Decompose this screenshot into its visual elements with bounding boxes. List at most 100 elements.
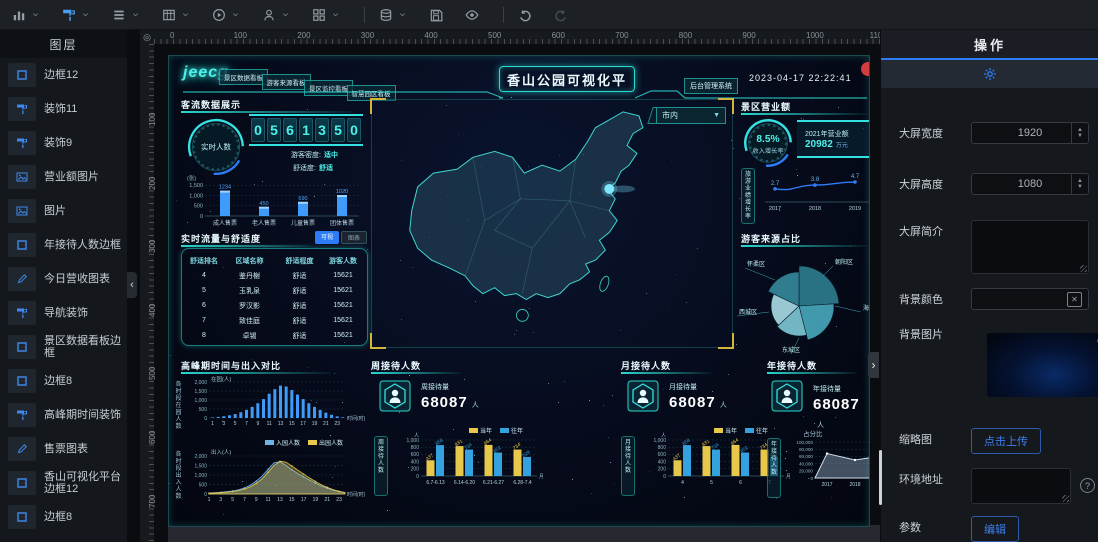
layer-item[interactable]: 年接待人数边框	[0, 228, 127, 262]
dashboard-artboard[interactable]: jeecg 景区数据看板 游客来源看板 景区监控看板 智慧园区看板 香山公园可视化平 …	[168, 55, 870, 527]
corner-accent	[370, 333, 386, 349]
resize-grip[interactable]	[1062, 495, 1069, 502]
undo-button[interactable]	[518, 8, 532, 22]
layer-item[interactable]: 营业额图片	[0, 160, 127, 194]
width-input[interactable]: 1920 ▲ ▼	[971, 122, 1089, 144]
resize-grip[interactable]	[1080, 265, 1087, 272]
panel-scrollbar-thumb[interactable]	[879, 450, 882, 505]
width-stepper[interactable]: ▲ ▼	[1071, 123, 1088, 143]
cell: 5	[202, 287, 206, 294]
table-row[interactable]: 6 罗汉影 舒适 15621	[186, 298, 363, 313]
preview-eye-button[interactable]	[465, 8, 479, 22]
cell: 罗汉影	[239, 302, 260, 310]
flow-view-switch: 可视 图表	[315, 231, 368, 244]
svg-text:0: 0	[810, 476, 813, 481]
svg-text:19: 19	[313, 497, 319, 503]
svg-text:7: 7	[243, 497, 246, 503]
bar-chart-button[interactable]	[12, 6, 40, 24]
design-canvas[interactable]: ◎ 010020030040050060070080090010001100 1…	[127, 30, 880, 542]
env-url-textarea[interactable]	[971, 468, 1071, 504]
svg-text:0: 0	[204, 492, 207, 498]
dashboard-datetime: 2023-04-17 22:22:41	[749, 73, 852, 83]
redo-icon	[555, 9, 566, 21]
panel-tab-strip[interactable]	[881, 60, 1098, 88]
clear-color-icon[interactable]: ✕	[1067, 292, 1082, 307]
upload-button[interactable]: 点击上传	[971, 428, 1041, 454]
table-button[interactable]	[162, 6, 190, 24]
cell: 舒适	[292, 287, 307, 295]
week-section-title: 周接待人数	[371, 361, 422, 371]
digit-cell: 3	[315, 118, 329, 142]
svg-text:2.7: 2.7	[771, 181, 780, 187]
table-row[interactable]: 5 玉乳泉 舒适 15621	[186, 283, 363, 298]
layer-item[interactable]: 景区数据看板边框	[0, 330, 127, 364]
paint-roller-button[interactable]	[62, 6, 90, 24]
table-row[interactable]: 8 卓锡 舒适 15621	[186, 328, 363, 343]
help-icon[interactable]: ?	[1080, 478, 1095, 493]
layer-item[interactable]: 高峰期时间装饰	[0, 398, 127, 432]
flow-btn-2[interactable]: 图表	[341, 231, 368, 244]
cell: 15621	[333, 302, 353, 309]
svg-text:团体售票: 团体售票	[330, 219, 354, 227]
canvas-expand-toggle[interactable]: ›	[868, 352, 879, 378]
svg-text:0: 0	[200, 214, 203, 220]
panel-title: 操作	[881, 30, 1098, 60]
bg-image-preview[interactable]: ⊗	[987, 333, 1098, 397]
region-dropdown[interactable]: 市内 ▼	[656, 107, 726, 124]
month-stat: 月接待量 68087 人	[669, 384, 727, 411]
svg-text:8.5%: 8.5%	[756, 134, 779, 145]
layer-item-label: 营业额图片	[44, 171, 99, 183]
svg-text:21: 21	[324, 497, 330, 503]
chevron-down-icon	[399, 12, 406, 16]
border-icon	[8, 505, 36, 529]
remove-image-icon[interactable]: ⊗	[1097, 336, 1098, 347]
tab-1[interactable]: 景区数据看板	[219, 69, 268, 85]
gear-icon	[984, 68, 996, 80]
layer-item[interactable]: 边框12	[0, 58, 127, 92]
layer-item[interactable]: 香山可视化平台边框12	[0, 466, 127, 500]
layer-item[interactable]: 装饰9	[0, 126, 127, 160]
china-map-panel[interactable]: 市内 ▼	[370, 98, 734, 349]
layer-item[interactable]: 装饰11	[0, 92, 127, 126]
admin-system-button[interactable]: 后台管理系统	[684, 78, 738, 94]
database-button[interactable]	[379, 6, 407, 24]
flow-btn-1[interactable]: 可视	[315, 231, 340, 244]
properties-panel: 操作 大屏宽度 1920 ▲ ▼ 大屏高度 1080 ▲ ▼ 大屏简介	[879, 30, 1098, 542]
month-section-title: 月接待人数	[621, 361, 672, 371]
svg-text:0: 0	[204, 416, 207, 422]
week-chart-vlabel: 周接待人数	[374, 436, 388, 496]
layer-item[interactable]: 图片	[0, 194, 127, 228]
layer-item[interactable]: 导航装饰	[0, 296, 127, 330]
sidebar-collapse-toggle[interactable]: ‹	[127, 272, 137, 298]
height-input[interactable]: 1080 ▲ ▼	[971, 173, 1089, 195]
ruler-label: 800	[678, 31, 693, 40]
edit-params-button[interactable]: 编辑	[971, 516, 1019, 542]
height-stepper[interactable]: ▲ ▼	[1071, 174, 1088, 194]
save-button[interactable]	[429, 8, 443, 22]
svg-text:734: 734	[759, 442, 769, 452]
week-stat: 周接待量 68087 人	[421, 384, 479, 411]
user-button[interactable]	[262, 6, 290, 24]
table-row[interactable]: 7 致佳庭 舒适 15621	[186, 313, 363, 328]
inout-legend: 入园人数 出园人数	[265, 438, 343, 447]
layer-item[interactable]: 边框8	[0, 500, 127, 534]
svg-text:400: 400	[411, 459, 420, 465]
svg-text:3: 3	[219, 497, 222, 503]
svg-text:831: 831	[454, 438, 464, 448]
border-icon	[17, 478, 27, 488]
paint-roller-icon	[17, 410, 27, 420]
star	[409, 375, 411, 377]
text-list-button[interactable]	[112, 6, 140, 24]
table-row[interactable]: 4 鉴丹榭 舒适 15621	[186, 268, 363, 283]
layer-item[interactable]: 今日营收图表	[0, 262, 127, 296]
bg-color-input[interactable]: ✕	[971, 288, 1089, 310]
intro-textarea[interactable]	[971, 220, 1089, 274]
widget-grid-button[interactable]	[312, 6, 340, 24]
svg-text:23: 23	[334, 421, 340, 427]
media-play-button[interactable]	[212, 6, 240, 24]
layer-item[interactable]: 售票图表	[0, 432, 127, 466]
redo-button[interactable]	[554, 8, 568, 22]
corner-accent	[718, 98, 734, 114]
layer-item[interactable]: 边框8	[0, 364, 127, 398]
